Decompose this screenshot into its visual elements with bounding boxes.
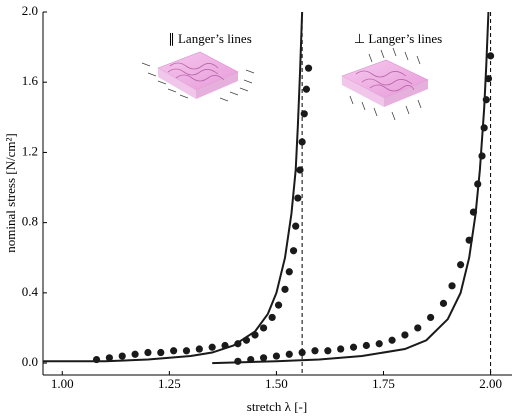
x-axis-label: stretch λ [-]	[247, 399, 307, 414]
inset-perpendicular	[341, 47, 429, 121]
annotation: ⊥ Langer’s lines	[354, 31, 442, 46]
data-point	[170, 347, 178, 355]
inset-parallel	[141, 51, 255, 102]
data-point	[208, 343, 216, 351]
data-point	[292, 222, 300, 230]
data-point	[281, 285, 289, 293]
data-point	[486, 52, 495, 60]
data-point	[414, 324, 422, 332]
data-point	[388, 336, 396, 344]
data-point	[289, 247, 298, 255]
data-point	[362, 341, 370, 350]
data-point	[300, 110, 308, 118]
model-line	[43, 12, 304, 363]
plot-area	[43, 12, 495, 375]
y-axis-label: nominal stress [N/cm²]	[3, 133, 18, 252]
data-point	[304, 64, 313, 72]
data-point	[296, 166, 304, 174]
data-point	[311, 347, 319, 355]
x-tick-label: 1.50	[265, 376, 288, 391]
y-tick-label: 0.4	[22, 284, 39, 299]
y-tick-label: 2.0	[22, 3, 38, 18]
x-tick-label: 1.00	[51, 376, 74, 391]
data-point	[349, 343, 358, 351]
data-point	[298, 138, 306, 146]
y-tick-label: 1.2	[22, 143, 38, 158]
x-tick-label: 1.75	[372, 376, 395, 391]
data-point	[427, 313, 435, 322]
data-point	[401, 331, 409, 339]
y-tick-label: 0.0	[22, 354, 38, 369]
data-point	[131, 350, 139, 358]
y-tick-label: 1.6	[22, 73, 39, 88]
data-point	[259, 324, 268, 332]
model-line	[212, 12, 490, 365]
data-point	[144, 348, 152, 357]
data-point	[285, 350, 293, 358]
data-point	[337, 345, 345, 353]
data-point	[448, 282, 456, 290]
data-point	[285, 268, 293, 276]
annotation: ∥ Langer’s lines	[168, 31, 252, 46]
data-point	[182, 347, 191, 355]
y-tick-label: 0.8	[22, 214, 38, 229]
data-point	[302, 85, 311, 93]
data-point	[294, 194, 302, 202]
data-point	[439, 299, 448, 307]
x-tick-label: 1.25	[158, 376, 181, 391]
data-point	[274, 301, 283, 309]
data-point	[195, 345, 203, 353]
data-point	[457, 261, 465, 269]
data-point	[268, 313, 276, 322]
data-point	[324, 347, 332, 355]
data-point	[298, 348, 306, 357]
data-point	[157, 348, 165, 357]
data-point	[375, 340, 383, 348]
data-point	[118, 352, 126, 360]
x-tick-label: 2.00	[479, 376, 502, 391]
data-point	[272, 352, 281, 360]
data-point	[259, 354, 268, 362]
data-point	[105, 354, 113, 362]
